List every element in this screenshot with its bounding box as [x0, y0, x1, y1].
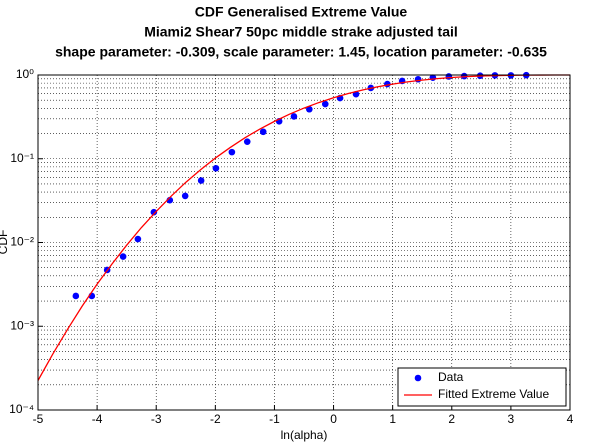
- x-tick-label: -3: [151, 412, 162, 426]
- data-point: [306, 105, 313, 113]
- x-tick-label: 2: [448, 412, 455, 426]
- y-tick-label: 10⁻⁴: [9, 402, 34, 416]
- legend-label: Fitted Extreme Value: [438, 387, 549, 401]
- x-tick-label: 1: [389, 412, 396, 426]
- data-point: [212, 164, 220, 172]
- data-point: [259, 128, 267, 136]
- x-tick-label: 4: [567, 412, 574, 426]
- x-axis-label: ln(alpha): [281, 428, 328, 442]
- chart-title: CDF Generalised Extreme Value: [195, 4, 408, 20]
- data-point: [181, 192, 189, 200]
- data-point: [243, 138, 251, 145]
- data-point: [445, 73, 453, 80]
- x-tick-label: 3: [508, 412, 515, 426]
- y-tick-label: 10⁻¹: [10, 151, 34, 165]
- y-axis-label: CDF: [0, 230, 10, 255]
- data-point: [150, 208, 158, 216]
- data-point: [321, 100, 329, 108]
- fit-line: [37, 74, 570, 381]
- data-point: [119, 253, 127, 260]
- data-point: [197, 177, 205, 184]
- x-tick-label: -2: [210, 412, 221, 426]
- data-point: [290, 113, 298, 120]
- x-tick-label: -1: [269, 412, 280, 426]
- chart-subtitle: Miami2 Shear7 50pc middle strake adjuste…: [144, 24, 458, 40]
- data-point: [228, 148, 236, 156]
- legend-box: [397, 367, 567, 407]
- chart-subtitle: shape parameter: -0.309, scale parameter…: [55, 44, 547, 60]
- y-tick-label: 10⁻²: [10, 235, 34, 249]
- y-tick-label: 10⁰: [16, 67, 34, 81]
- data-point: [134, 235, 142, 243]
- data-point: [72, 292, 80, 300]
- data-point: [414, 75, 422, 83]
- x-tick-label: -4: [92, 412, 103, 426]
- data-point: [460, 72, 468, 80]
- x-tick-label: -5: [33, 412, 44, 426]
- legend-marker: [414, 374, 422, 382]
- y-tick-label: 10⁻³: [10, 318, 34, 332]
- plot-area: [38, 75, 570, 410]
- axes-box: [37, 74, 571, 411]
- legend-label: Data: [438, 370, 464, 384]
- x-tick-label: 0: [330, 412, 337, 426]
